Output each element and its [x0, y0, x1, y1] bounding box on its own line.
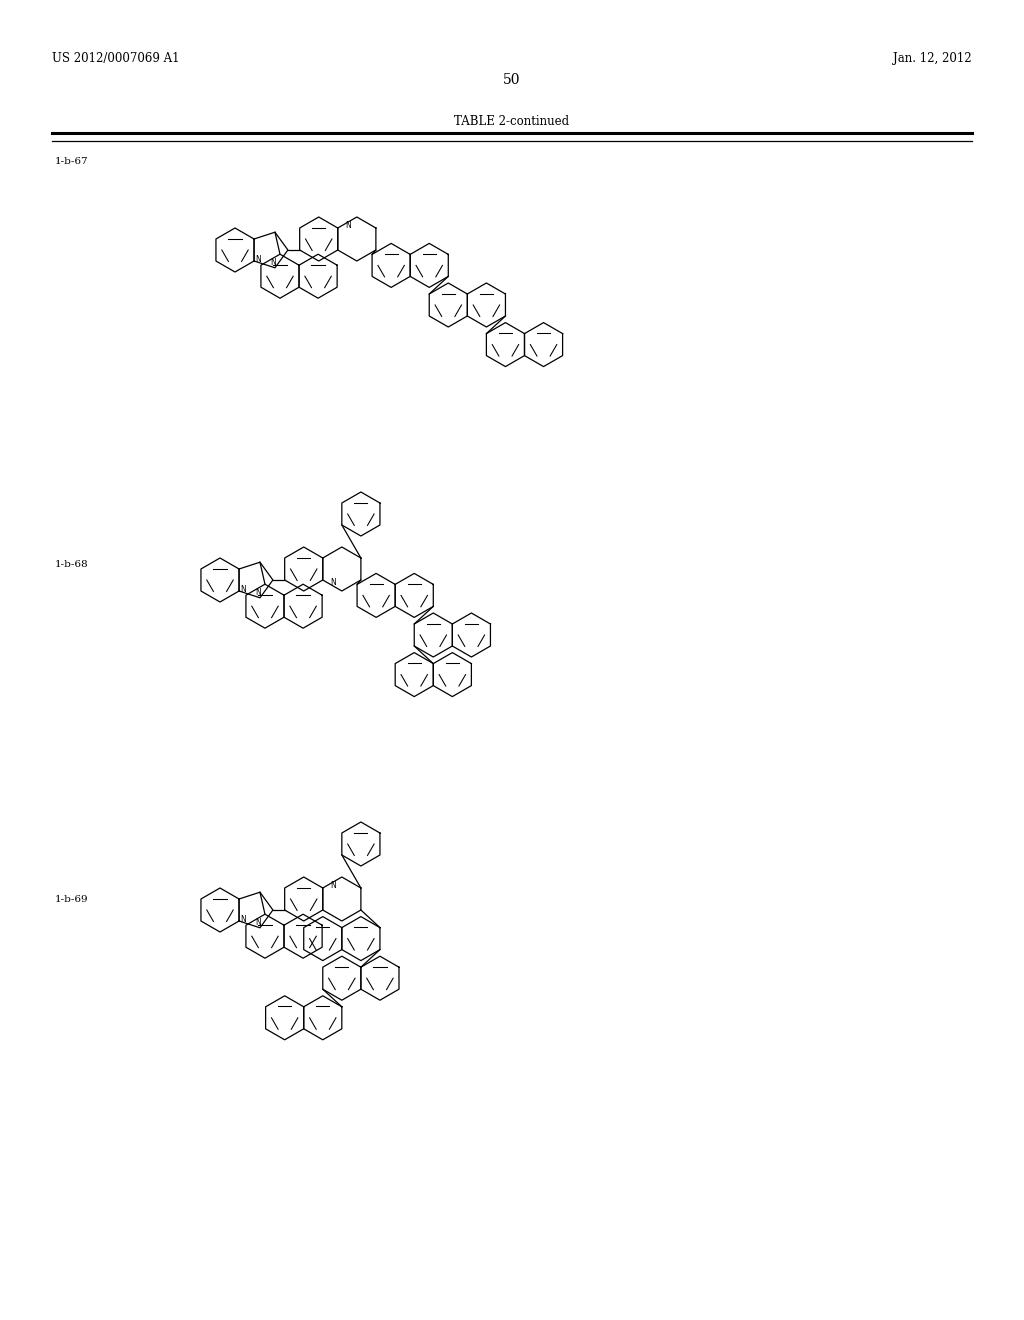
Text: N: N [330, 578, 336, 586]
Text: N: N [270, 257, 276, 267]
Text: 1-b-69: 1-b-69 [55, 895, 89, 904]
Text: N: N [241, 585, 247, 594]
Text: Jan. 12, 2012: Jan. 12, 2012 [893, 51, 972, 65]
Text: N: N [241, 915, 247, 924]
Text: N: N [345, 222, 351, 230]
Text: N: N [255, 917, 261, 927]
Text: 1-b-67: 1-b-67 [55, 157, 89, 166]
Text: N: N [256, 255, 261, 264]
Text: US 2012/0007069 A1: US 2012/0007069 A1 [52, 51, 179, 65]
Text: N: N [330, 882, 336, 890]
Text: 50: 50 [503, 73, 521, 87]
Text: TABLE 2-continued: TABLE 2-continued [455, 115, 569, 128]
Text: N: N [255, 587, 261, 597]
Text: 1-b-68: 1-b-68 [55, 560, 89, 569]
